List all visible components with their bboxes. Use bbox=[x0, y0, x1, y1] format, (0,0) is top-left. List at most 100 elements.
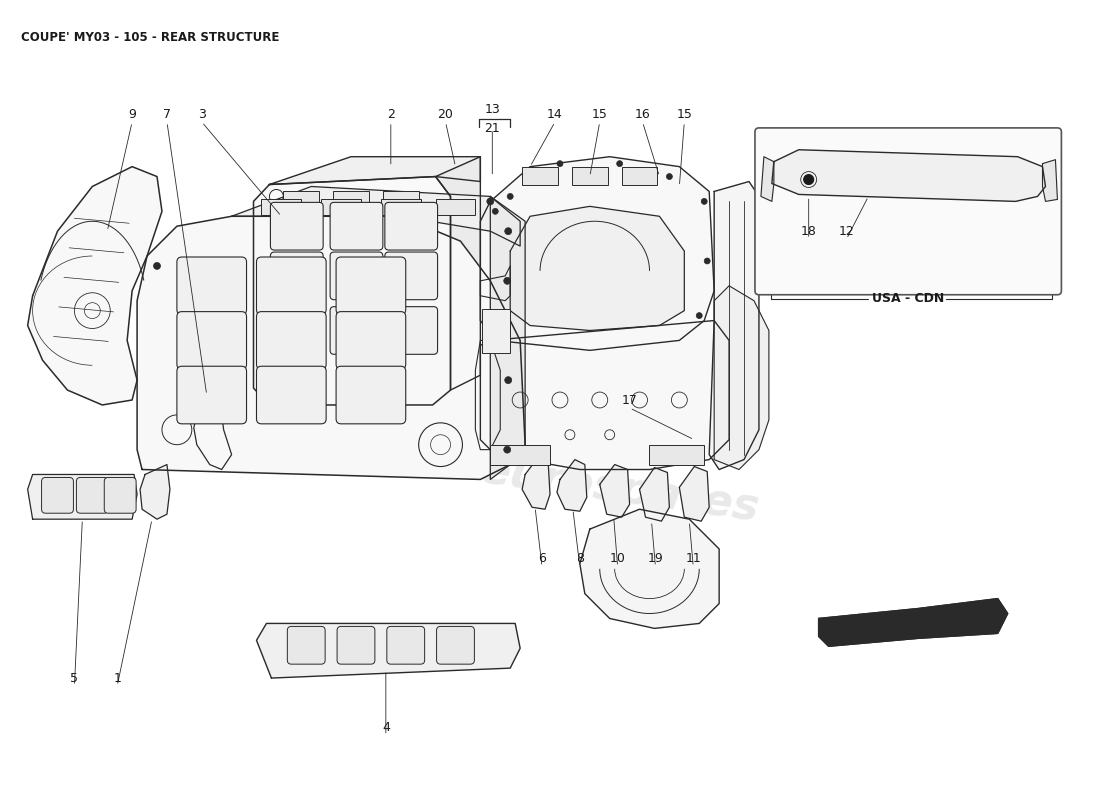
Polygon shape bbox=[481, 157, 714, 350]
Circle shape bbox=[493, 208, 498, 214]
Text: 18: 18 bbox=[801, 225, 816, 238]
Text: 15: 15 bbox=[592, 107, 607, 121]
Bar bbox=[572, 166, 607, 185]
Bar bbox=[621, 166, 658, 185]
Text: 6: 6 bbox=[538, 552, 546, 566]
Text: USA - CDN: USA - CDN bbox=[872, 292, 944, 306]
Circle shape bbox=[704, 258, 711, 264]
Text: 3: 3 bbox=[198, 107, 206, 121]
Bar bbox=[436, 199, 475, 215]
Text: 9: 9 bbox=[129, 107, 136, 121]
Bar bbox=[321, 199, 361, 215]
Polygon shape bbox=[522, 454, 550, 510]
FancyBboxPatch shape bbox=[256, 312, 326, 370]
FancyBboxPatch shape bbox=[177, 312, 246, 370]
Text: 13: 13 bbox=[484, 102, 500, 115]
FancyBboxPatch shape bbox=[42, 478, 74, 514]
FancyBboxPatch shape bbox=[287, 626, 326, 664]
Text: 7: 7 bbox=[163, 107, 170, 121]
Polygon shape bbox=[256, 623, 520, 678]
Polygon shape bbox=[1043, 160, 1057, 202]
FancyBboxPatch shape bbox=[387, 626, 425, 664]
Text: 4: 4 bbox=[382, 722, 389, 734]
FancyBboxPatch shape bbox=[330, 306, 383, 354]
Polygon shape bbox=[140, 465, 169, 519]
Circle shape bbox=[557, 161, 563, 166]
Polygon shape bbox=[818, 598, 1008, 646]
Bar bbox=[284, 191, 319, 203]
Bar bbox=[482, 309, 510, 354]
Circle shape bbox=[505, 228, 512, 234]
Polygon shape bbox=[510, 206, 684, 330]
Text: 19: 19 bbox=[648, 552, 663, 566]
FancyBboxPatch shape bbox=[104, 478, 136, 514]
Text: 2: 2 bbox=[387, 107, 395, 121]
Text: 17: 17 bbox=[621, 394, 638, 406]
Polygon shape bbox=[138, 216, 525, 479]
Bar bbox=[649, 445, 704, 465]
FancyBboxPatch shape bbox=[256, 366, 326, 424]
Circle shape bbox=[701, 198, 707, 204]
Polygon shape bbox=[436, 157, 481, 390]
Bar bbox=[522, 166, 558, 185]
Polygon shape bbox=[600, 465, 629, 517]
Bar bbox=[381, 199, 420, 215]
FancyBboxPatch shape bbox=[271, 202, 323, 250]
Text: 16: 16 bbox=[635, 107, 650, 121]
FancyBboxPatch shape bbox=[256, 257, 326, 314]
Polygon shape bbox=[580, 510, 719, 629]
Bar bbox=[383, 191, 419, 203]
FancyBboxPatch shape bbox=[330, 252, 383, 300]
Circle shape bbox=[507, 194, 514, 199]
Text: 20: 20 bbox=[438, 107, 453, 121]
FancyBboxPatch shape bbox=[385, 202, 438, 250]
Bar bbox=[262, 199, 301, 215]
Text: eurospares: eurospares bbox=[477, 449, 762, 530]
FancyBboxPatch shape bbox=[177, 257, 246, 314]
Polygon shape bbox=[761, 157, 774, 202]
Circle shape bbox=[505, 377, 512, 384]
FancyBboxPatch shape bbox=[337, 257, 406, 314]
FancyBboxPatch shape bbox=[337, 366, 406, 424]
Bar bbox=[491, 445, 550, 465]
FancyBboxPatch shape bbox=[437, 626, 474, 664]
Polygon shape bbox=[557, 459, 586, 511]
Circle shape bbox=[178, 266, 186, 272]
Polygon shape bbox=[639, 467, 670, 521]
Polygon shape bbox=[270, 157, 481, 185]
Circle shape bbox=[804, 174, 814, 185]
Circle shape bbox=[667, 174, 672, 179]
Text: 14: 14 bbox=[547, 107, 563, 121]
FancyBboxPatch shape bbox=[385, 306, 438, 354]
Bar bbox=[333, 191, 369, 203]
FancyBboxPatch shape bbox=[76, 478, 108, 514]
Circle shape bbox=[617, 161, 623, 166]
Polygon shape bbox=[475, 341, 500, 450]
Text: COUPE' MY03 - 105 - REAR STRUCTURE: COUPE' MY03 - 105 - REAR STRUCTURE bbox=[21, 30, 279, 43]
Text: 10: 10 bbox=[609, 552, 626, 566]
Polygon shape bbox=[714, 286, 769, 470]
Text: 8: 8 bbox=[575, 552, 584, 566]
Polygon shape bbox=[481, 266, 510, 301]
FancyBboxPatch shape bbox=[330, 202, 383, 250]
FancyBboxPatch shape bbox=[385, 252, 438, 300]
Polygon shape bbox=[253, 177, 451, 405]
Circle shape bbox=[154, 262, 161, 270]
Circle shape bbox=[696, 313, 702, 318]
FancyBboxPatch shape bbox=[337, 312, 406, 370]
FancyBboxPatch shape bbox=[271, 252, 323, 300]
Polygon shape bbox=[491, 197, 525, 479]
Circle shape bbox=[504, 278, 510, 284]
Text: eurospares: eurospares bbox=[160, 299, 443, 382]
Text: 15: 15 bbox=[676, 107, 692, 121]
FancyBboxPatch shape bbox=[755, 128, 1062, 294]
Text: 21: 21 bbox=[484, 122, 500, 135]
Polygon shape bbox=[232, 186, 520, 246]
Polygon shape bbox=[481, 321, 729, 470]
Circle shape bbox=[487, 198, 494, 205]
Polygon shape bbox=[28, 166, 162, 405]
FancyBboxPatch shape bbox=[337, 626, 375, 664]
FancyBboxPatch shape bbox=[271, 306, 323, 354]
FancyBboxPatch shape bbox=[177, 366, 246, 424]
Text: 1: 1 bbox=[113, 671, 121, 685]
